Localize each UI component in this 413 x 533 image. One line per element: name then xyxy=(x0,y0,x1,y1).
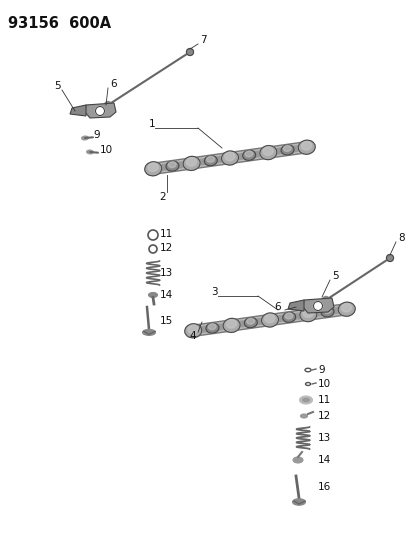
Ellipse shape xyxy=(246,318,254,324)
Circle shape xyxy=(386,254,392,262)
Ellipse shape xyxy=(282,312,295,322)
Ellipse shape xyxy=(223,318,240,333)
Ellipse shape xyxy=(341,303,351,312)
Text: 12: 12 xyxy=(159,243,173,253)
Ellipse shape xyxy=(186,158,196,166)
Ellipse shape xyxy=(292,457,302,463)
Ellipse shape xyxy=(301,141,311,150)
Ellipse shape xyxy=(244,151,252,157)
Ellipse shape xyxy=(285,313,292,319)
Ellipse shape xyxy=(183,156,199,171)
Ellipse shape xyxy=(292,499,305,505)
Circle shape xyxy=(313,302,322,311)
Ellipse shape xyxy=(283,146,290,151)
Ellipse shape xyxy=(302,309,313,317)
Text: 14: 14 xyxy=(317,455,330,465)
Ellipse shape xyxy=(188,325,198,334)
Circle shape xyxy=(95,107,104,116)
Polygon shape xyxy=(70,105,86,116)
Text: 6: 6 xyxy=(110,79,116,89)
Ellipse shape xyxy=(320,307,333,317)
Ellipse shape xyxy=(145,161,161,176)
Ellipse shape xyxy=(208,324,216,329)
Text: 5: 5 xyxy=(331,271,338,281)
Ellipse shape xyxy=(244,318,256,328)
Text: 8: 8 xyxy=(397,233,404,243)
Ellipse shape xyxy=(142,329,155,335)
Ellipse shape xyxy=(264,314,274,323)
Ellipse shape xyxy=(299,308,316,321)
Ellipse shape xyxy=(206,323,218,333)
Ellipse shape xyxy=(323,308,330,313)
Text: 9: 9 xyxy=(317,365,324,375)
Circle shape xyxy=(104,101,111,109)
Ellipse shape xyxy=(168,161,176,167)
Ellipse shape xyxy=(226,320,236,328)
Text: 13: 13 xyxy=(317,433,330,443)
Ellipse shape xyxy=(166,161,178,171)
Text: 7: 7 xyxy=(199,35,206,45)
Ellipse shape xyxy=(299,396,312,404)
Text: 10: 10 xyxy=(317,379,330,389)
Circle shape xyxy=(186,49,193,55)
Ellipse shape xyxy=(148,293,157,297)
Ellipse shape xyxy=(300,414,307,418)
Ellipse shape xyxy=(337,302,354,316)
Ellipse shape xyxy=(259,146,276,160)
Ellipse shape xyxy=(204,156,217,166)
Text: 5: 5 xyxy=(55,81,61,91)
Ellipse shape xyxy=(221,151,238,165)
Text: 11: 11 xyxy=(317,395,330,405)
Text: 12: 12 xyxy=(317,411,330,421)
Text: 13: 13 xyxy=(159,268,173,278)
Text: 3: 3 xyxy=(210,287,217,297)
Text: 1: 1 xyxy=(148,119,155,129)
Ellipse shape xyxy=(262,147,273,155)
Polygon shape xyxy=(85,103,116,118)
Text: 4: 4 xyxy=(189,331,196,341)
Ellipse shape xyxy=(206,156,214,162)
Text: 93156  600A: 93156 600A xyxy=(8,16,111,31)
Text: 16: 16 xyxy=(317,482,330,492)
Polygon shape xyxy=(287,300,303,311)
Text: 15: 15 xyxy=(159,316,173,326)
Text: 11: 11 xyxy=(159,229,173,239)
Ellipse shape xyxy=(242,150,255,160)
Ellipse shape xyxy=(147,163,158,172)
Ellipse shape xyxy=(86,150,93,154)
Text: 9: 9 xyxy=(93,130,100,140)
Circle shape xyxy=(322,296,329,303)
Ellipse shape xyxy=(224,152,234,161)
Polygon shape xyxy=(302,298,333,313)
Text: 2: 2 xyxy=(159,192,166,202)
Text: 10: 10 xyxy=(100,145,113,155)
Text: 6: 6 xyxy=(274,302,280,312)
Ellipse shape xyxy=(297,140,314,154)
Ellipse shape xyxy=(261,313,278,327)
Ellipse shape xyxy=(184,324,201,338)
Ellipse shape xyxy=(81,136,88,140)
Text: 14: 14 xyxy=(159,290,173,300)
Ellipse shape xyxy=(280,145,293,155)
Ellipse shape xyxy=(302,398,309,402)
